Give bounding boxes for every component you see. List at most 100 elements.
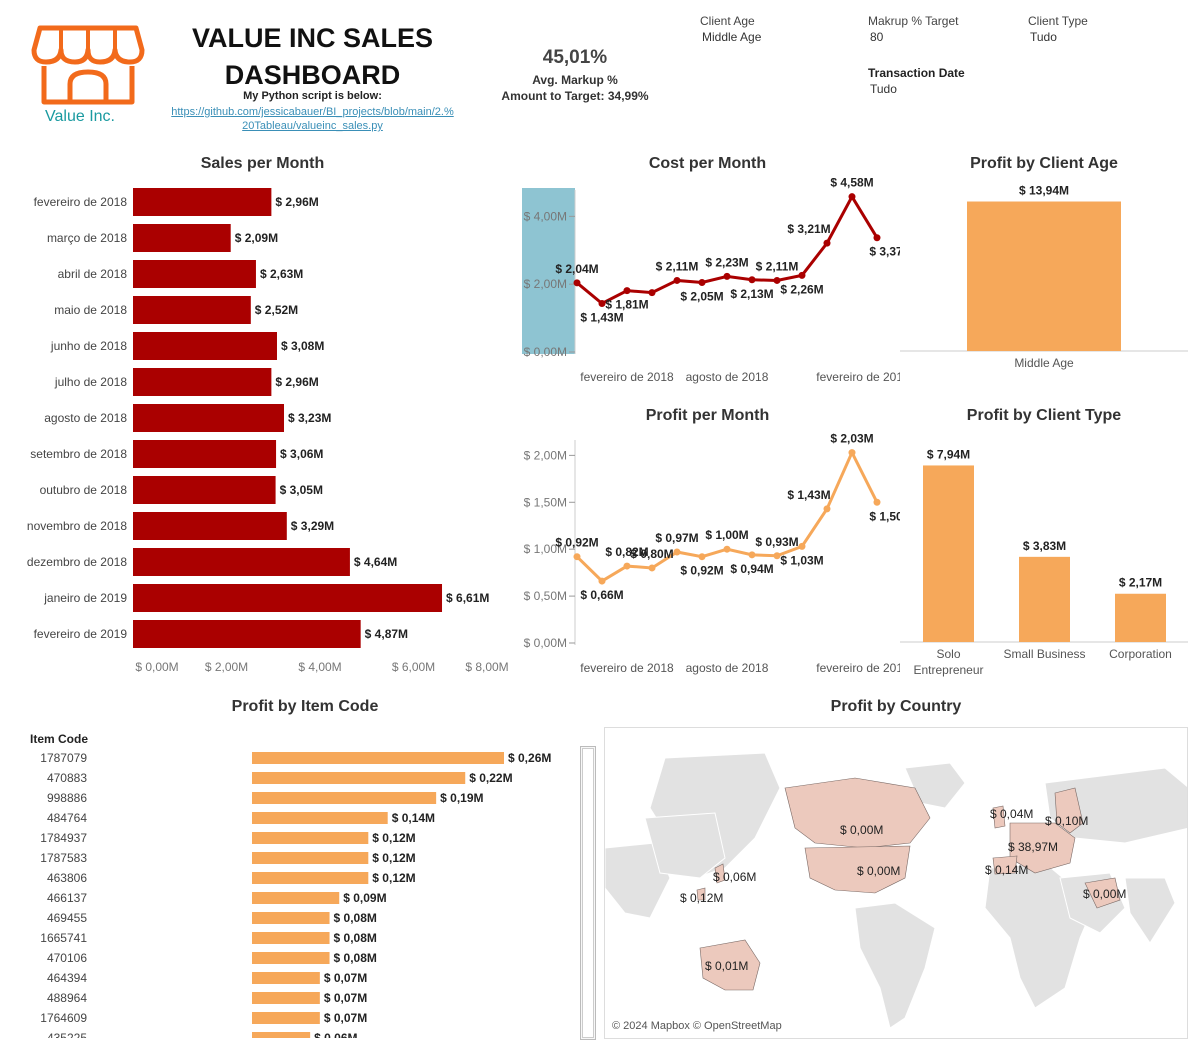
- type-bar-label: $ 2,17M: [1119, 576, 1162, 590]
- sales-bar: [133, 512, 287, 540]
- series-data-label: $ 2,23M: [705, 255, 748, 269]
- south-america-shape: [854, 902, 936, 1029]
- sales-bar: [133, 188, 272, 216]
- item-bar: [252, 912, 330, 924]
- sales-bar-label: $ 4,64M: [354, 555, 397, 569]
- series-point: [773, 552, 781, 560]
- series-point: [698, 553, 706, 561]
- sales-bar: [133, 440, 277, 468]
- sales-x-tick: $ 0,00M: [135, 660, 178, 674]
- item-bar: [252, 812, 388, 824]
- profit-per-month-title: Profit per Month: [645, 407, 770, 424]
- series-point: [623, 562, 631, 570]
- item-bar-label: $ 0,12M: [372, 851, 415, 865]
- item-code-label: 466137: [47, 891, 87, 905]
- age-category-label: Middle Age: [1014, 356, 1074, 370]
- item-bar-label: $ 0,06M: [314, 1031, 357, 1038]
- item-bar: [252, 892, 340, 904]
- sales-x-tick: $ 8,00M: [465, 660, 508, 674]
- series-data-label: $ 2,11M: [756, 259, 799, 273]
- sales-month-label: março de 2018: [47, 231, 127, 245]
- map-label-australia: $ 0,01M: [705, 959, 748, 973]
- series-point: [848, 193, 856, 201]
- y-tick-label: $ 0,00M: [524, 636, 567, 650]
- series-data-label: $ 1,43M: [580, 311, 623, 325]
- sales-month-label: setembro de 2018: [30, 447, 127, 461]
- item-bar-label: $ 0,07M: [324, 971, 367, 985]
- series-point: [873, 234, 881, 242]
- series-point: [798, 542, 806, 550]
- item-bar-label: $ 0,08M: [334, 951, 377, 965]
- logo: [30, 22, 146, 106]
- filter-client-type[interactable]: Client Type Tudo: [1028, 14, 1168, 44]
- sales-bar: [133, 476, 276, 504]
- x-tick-label: agosto de 2018: [686, 661, 769, 675]
- script-link[interactable]: https://github.com/jessicabauer/BI_proje…: [171, 106, 454, 132]
- profit-by-client-type-title: Profit by Client Type: [966, 407, 1122, 424]
- y-tick-label: $ 2,00M: [524, 277, 567, 291]
- series-point: [623, 287, 631, 295]
- sales-bar-label: $ 4,87M: [365, 627, 408, 641]
- type-category-label: Small Business: [1003, 647, 1085, 661]
- canada-shape: [784, 777, 931, 849]
- cost-axis-band: [522, 188, 575, 354]
- cost-per-month-title: Cost per Month: [648, 155, 767, 172]
- series-point: [598, 577, 606, 585]
- sales-bar: [133, 260, 256, 288]
- map-label-scandinavia: $ 0,10M: [1045, 814, 1088, 828]
- philippines-shape: [696, 887, 706, 901]
- sales-month-label: novembro de 2018: [27, 519, 127, 533]
- sales-bar: [133, 620, 361, 648]
- item-bar: [252, 792, 437, 804]
- type-bar-label: $ 3,83M: [1023, 539, 1066, 553]
- item-bar: [252, 972, 320, 984]
- sales-bar-label: $ 3,05M: [280, 483, 323, 497]
- type-category-label: Corporation: [1109, 647, 1172, 661]
- filter-label: Client Type: [1028, 14, 1088, 28]
- map-label-canada: $ 0,00M: [840, 823, 883, 837]
- item-code-scroll-thumb[interactable]: [582, 748, 594, 1038]
- series-data-label: $ 0,97M: [655, 531, 698, 545]
- sales-x-tick: $ 6,00M: [392, 660, 435, 674]
- age-bar-label: $ 13,94M: [1019, 184, 1069, 198]
- sales-bar: [133, 332, 277, 360]
- sales-month-label: fevereiro de 2019: [34, 627, 128, 641]
- item-bar-label: $ 0,19M: [440, 791, 483, 805]
- filter-client-age[interactable]: Client Age Middle Age: [700, 14, 840, 44]
- australia-shape: [699, 939, 761, 991]
- sales-month-label: junho de 2018: [50, 339, 127, 353]
- sales-bar: [133, 368, 272, 396]
- item-code-label: 1764609: [40, 1011, 87, 1025]
- series-point: [573, 553, 581, 561]
- uk-shape: [992, 805, 1006, 829]
- series-data-label: $ 2,03M: [830, 433, 873, 446]
- cost-per-month-chart: $ 0,00M $ 2,00M $ 4,00M fevereiro de 2018 ag…: [522, 178, 900, 384]
- profit-by-country-map[interactable]: $ 0,00M $ 0,00M $ 0,06M $ 0,12M $ 0,01M …: [604, 727, 1188, 1039]
- filter-label: Transaction Date: [868, 66, 965, 80]
- y-tick-label: $ 0,50M: [524, 589, 567, 603]
- sales-bar-label: $ 2,09M: [235, 231, 278, 245]
- filter-markup-target[interactable]: Makrup % Target 80: [868, 14, 1008, 44]
- series-point: [823, 239, 831, 247]
- item-code-label: 1787583: [40, 851, 87, 865]
- y-tick-label: $ 0,00M: [524, 345, 567, 359]
- series-data-label: $ 1,81M: [605, 298, 648, 312]
- sales-month-label: julho de 2018: [54, 375, 127, 389]
- sales-month-label: janeiro de 2019: [43, 591, 127, 605]
- filter-value: Tudo: [1030, 30, 1057, 44]
- series-data-label: $ 0,92M: [555, 536, 598, 550]
- filter-transaction-date[interactable]: Transaction Date Tudo: [868, 66, 1008, 96]
- item-bar: [252, 932, 330, 944]
- item-code-label: 470106: [47, 951, 87, 965]
- store-icon: [31, 25, 145, 105]
- item-bar: [252, 1032, 311, 1038]
- profit-by-client-age-title: Profit by Client Age: [970, 155, 1118, 172]
- item-bar: [252, 832, 369, 844]
- item-bar-label: $ 0,09M: [343, 891, 386, 905]
- series-data-label: $ 0,82M: [605, 545, 648, 559]
- sales-bar: [133, 296, 251, 324]
- series-data-label: $ 0,93M: [755, 535, 798, 549]
- item-code-label: 464394: [47, 971, 87, 985]
- type-bar: [1115, 593, 1166, 642]
- item-code-label: 1787079: [40, 751, 87, 765]
